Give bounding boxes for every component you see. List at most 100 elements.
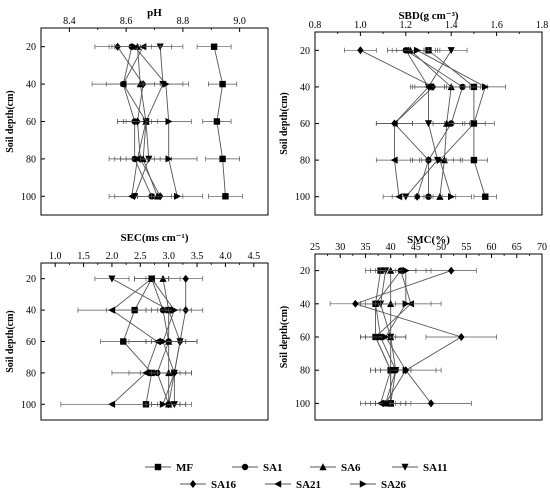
y-tick-label: 100 [295, 192, 310, 203]
y-tick-label: 40 [26, 306, 36, 317]
data-point [413, 192, 421, 201]
chart-panel-2: SBD(g cm⁻³) 0.8 1.0 1.2 1.4 1.6 1.8 20 40 60 80 100… [279, 10, 549, 216]
y-tick-label: 40 [300, 299, 310, 310]
data-point [210, 43, 218, 50]
x-tick-label: 60 [487, 242, 497, 253]
chart-panel-1: pH 8.4 8.6 8.8 9.0 20 40 60 80 100 Soil depth(cm) [5, 7, 269, 216]
legend-item-sa21: SA21 [265, 479, 321, 491]
data-point [357, 46, 364, 55]
data-point [142, 369, 150, 377]
data-point [402, 300, 410, 308]
data-point [482, 193, 489, 200]
series-sa16 [329, 266, 497, 408]
data-point [395, 193, 403, 201]
legend-marker [319, 463, 327, 471]
x-tick-label: 8.4 [63, 16, 76, 27]
data-point [443, 119, 451, 127]
data-point [448, 266, 455, 275]
data-point [448, 193, 455, 201]
y-tick-label: 80 [300, 366, 310, 377]
data-point [390, 119, 398, 128]
data-point [402, 366, 410, 374]
legend: MF SA1 SA6 SA11 SA16 SA21 SA26 [145, 462, 447, 491]
y-tick-label: 20 [300, 266, 310, 277]
legend-marker [189, 480, 197, 488]
y-tick-label: 60 [300, 333, 310, 344]
chart-panel-4: SMC(%) 25 30 35 40 45 50 55 60 65 70 20 40 60 80 100 Soi… [279, 234, 547, 421]
x-tick-label: 1.2 [400, 20, 413, 31]
x-tick-label: 4.5 [248, 251, 261, 262]
legend-item-sa6: SA6 [310, 462, 361, 474]
y-tick-label: 80 [26, 154, 36, 165]
x-tick-label: 2.0 [106, 251, 119, 262]
x-tick-label: 9.0 [233, 16, 246, 27]
data-point [119, 80, 127, 88]
y-tick-label: 60 [26, 117, 36, 128]
y-tick-label: 100 [295, 399, 310, 410]
series-mf [196, 43, 243, 200]
x-tick-label: 70 [537, 242, 547, 253]
x-tick-label: 1.0 [354, 20, 367, 31]
data-point [413, 46, 421, 54]
series-sa21 [375, 46, 448, 201]
x-tick-label: 4.0 [219, 251, 232, 262]
data-point [427, 399, 435, 408]
legend-marker [401, 463, 409, 471]
data-point [222, 193, 229, 200]
y-tick-label: 80 [300, 156, 310, 167]
series-sa26 [360, 267, 442, 407]
legend-item-mf: MF [145, 462, 193, 474]
data-point [219, 155, 226, 163]
legend-item-sa1: SA1 [232, 462, 283, 474]
x-tick-label: 3.5 [191, 251, 204, 262]
legend-label: SA11 [423, 462, 447, 474]
data-point [470, 156, 478, 164]
legend-label: MF [176, 462, 193, 474]
legend-label: SA21 [296, 479, 321, 491]
chart-panel-3: SEC(ms cm⁻¹) 1.0 1.5 2.0 2.5 3.0 3.5 4.0 4.5 20 40… [5, 232, 269, 421]
data-point [213, 118, 221, 125]
chart-title: SEC(ms cm⁻¹) [120, 232, 188, 244]
y-axis-label: Soil depth(cm) [279, 92, 290, 155]
data-point [131, 43, 139, 51]
series-sa26 [396, 46, 507, 201]
data-point [382, 399, 390, 407]
chart-title: pH [147, 7, 162, 19]
y-tick-label: 80 [26, 368, 36, 379]
y-tick-label: 100 [21, 400, 36, 411]
x-tick-label: 40 [386, 242, 396, 253]
data-point [219, 80, 226, 88]
x-tick-label: 30 [335, 242, 345, 253]
data-point [470, 119, 478, 128]
y-tick-label: 20 [26, 274, 36, 285]
data-point [436, 156, 444, 164]
data-point [171, 369, 179, 377]
x-tick-label: 1.8 [536, 20, 549, 31]
data-point [128, 192, 135, 200]
x-tick-label: 65 [512, 242, 522, 253]
y-axis-label: Soil depth(cm) [279, 306, 290, 369]
data-point [402, 267, 410, 275]
data-point [162, 80, 170, 88]
data-point [171, 306, 179, 314]
data-point [148, 275, 156, 283]
y-tick-label: 100 [21, 192, 36, 203]
x-tick-label: 1.4 [445, 20, 458, 31]
x-tick-label: 1.6 [490, 20, 503, 31]
data-point [458, 333, 465, 341]
data-point [424, 83, 432, 91]
y-axis-label: Soil depth(cm) [5, 90, 16, 153]
x-tick-label: 55 [461, 242, 471, 253]
data-point [352, 299, 359, 308]
x-tick-label: 1.0 [49, 251, 62, 262]
y-tick-label: 40 [300, 82, 310, 93]
chart-title: SMC(%) [407, 234, 450, 246]
legend-marker [241, 463, 249, 471]
series-sa26 [108, 43, 204, 200]
legend-label: SA6 [341, 462, 361, 474]
data-point [159, 400, 167, 408]
y-tick-label: 40 [26, 80, 36, 91]
legend-label: SA16 [211, 479, 237, 491]
legend-marker [154, 463, 162, 471]
